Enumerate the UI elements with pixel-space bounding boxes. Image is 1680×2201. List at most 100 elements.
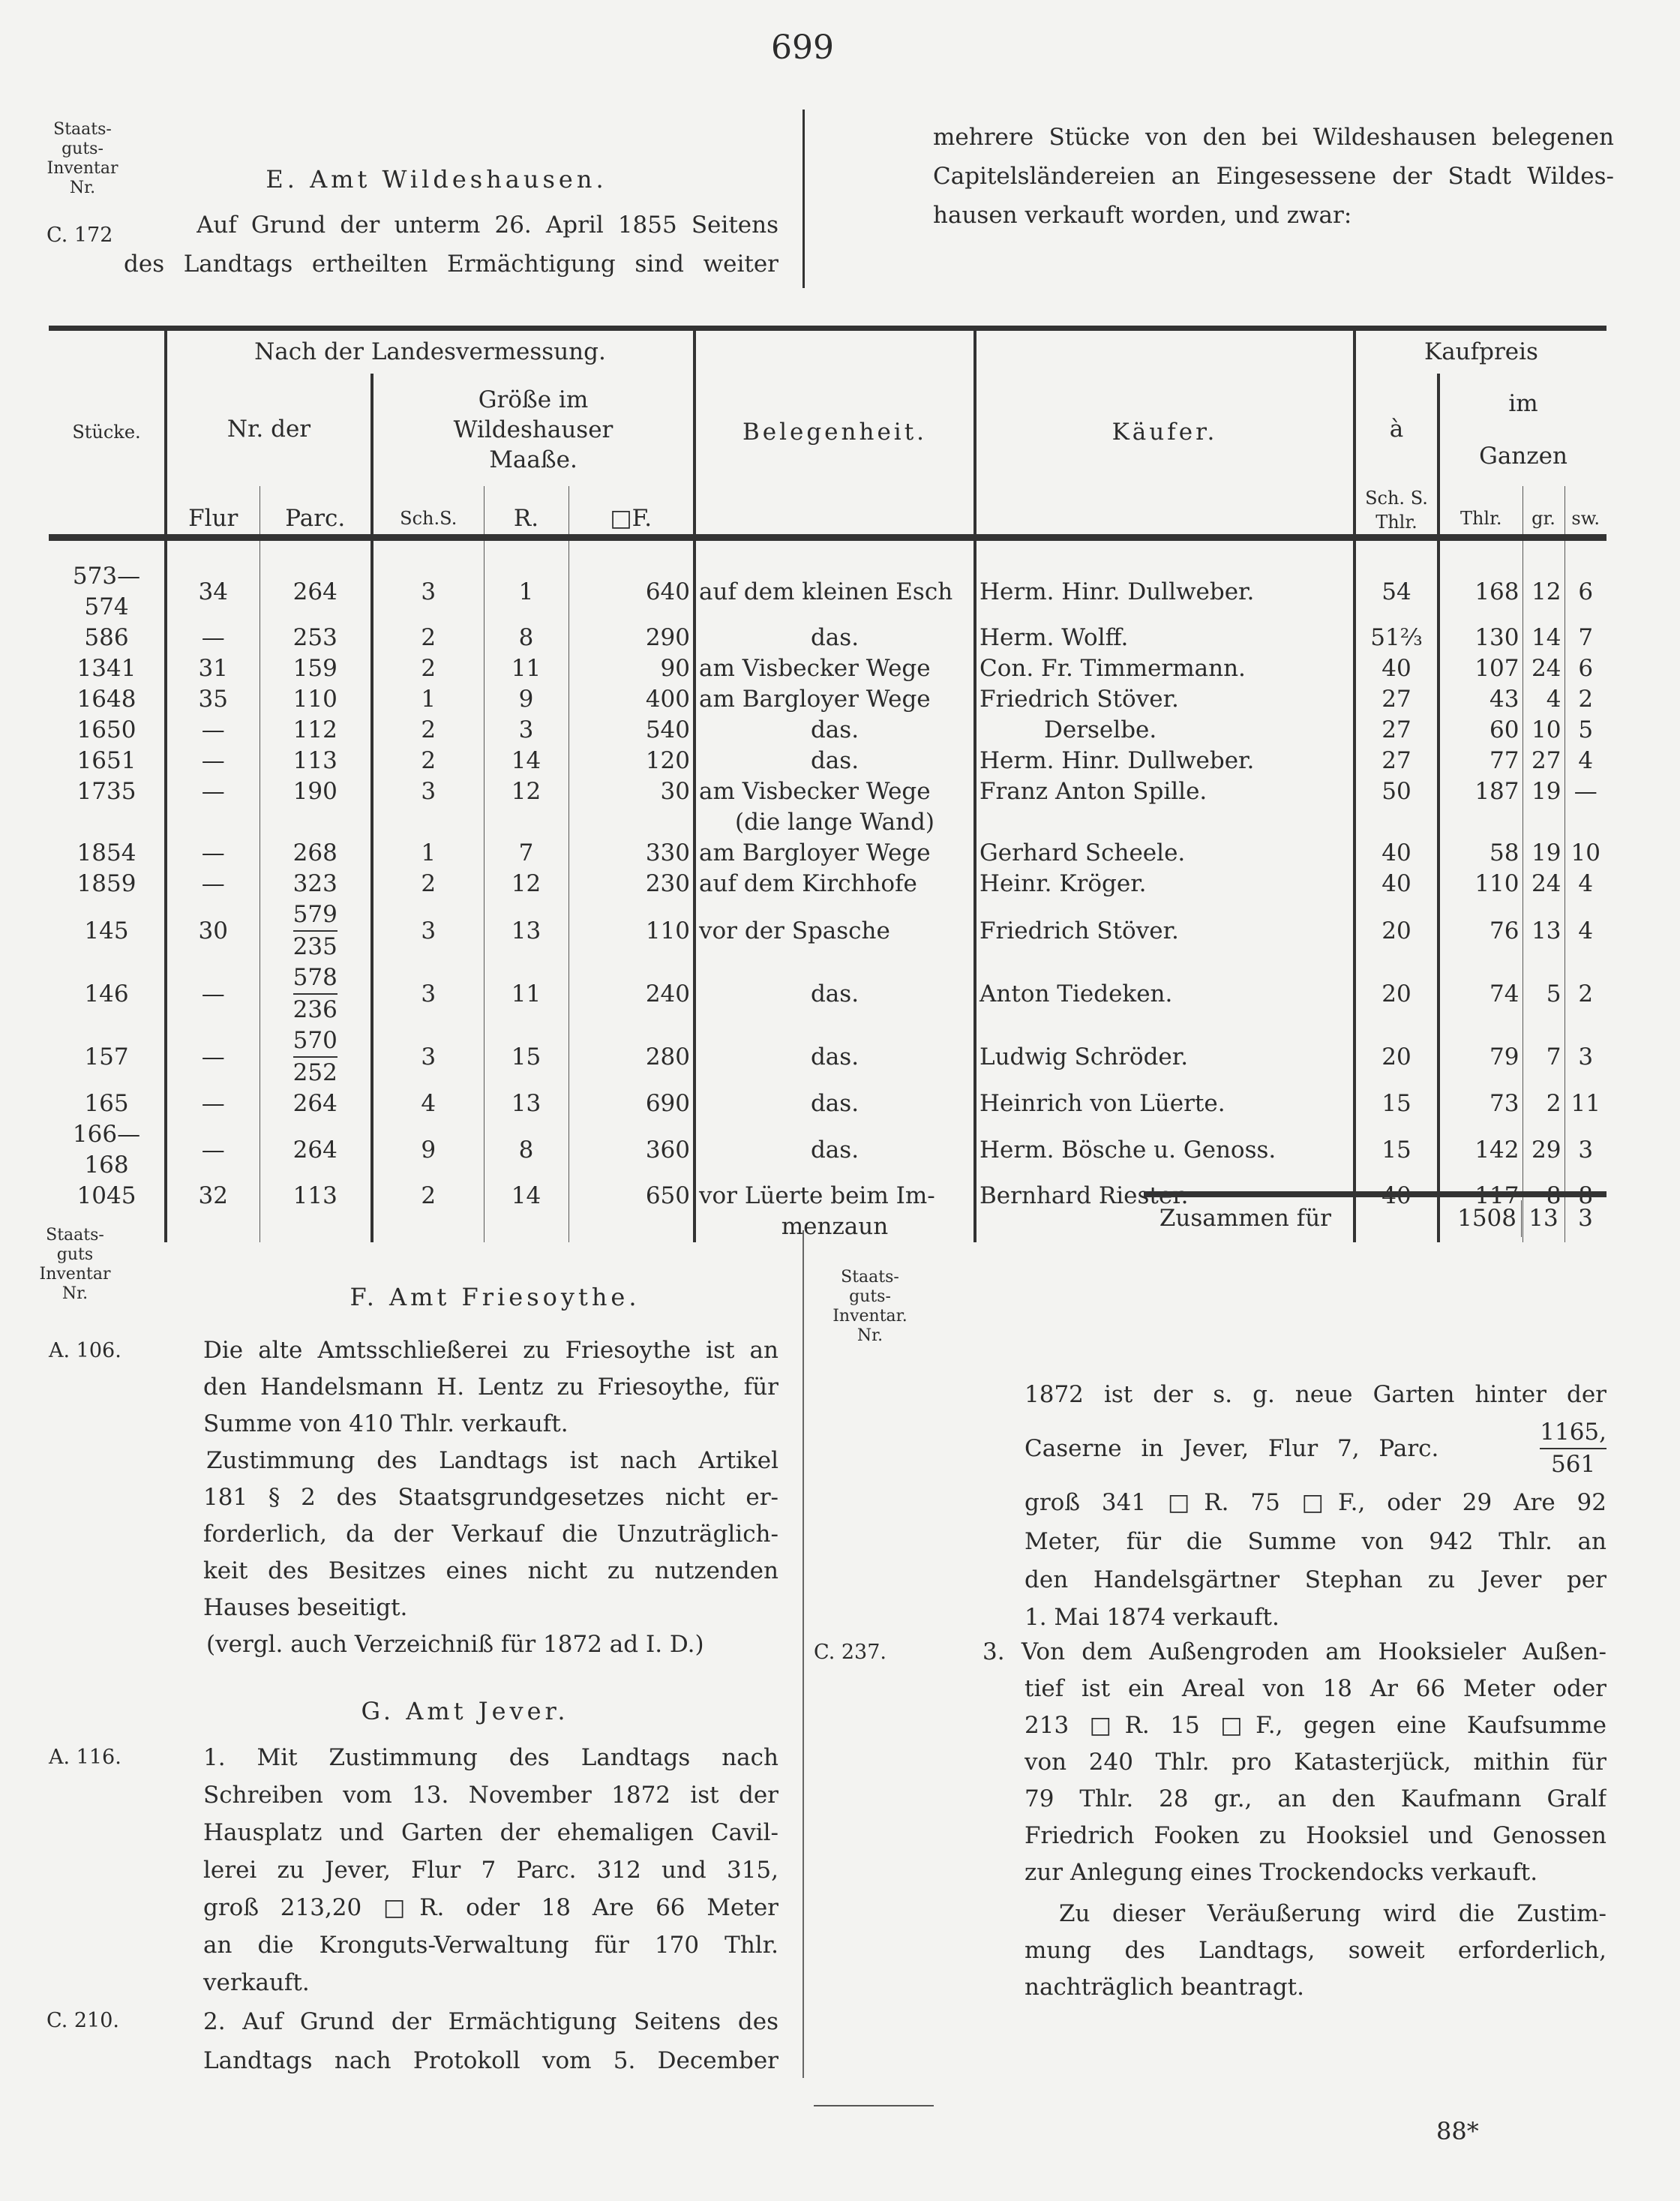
cell-a-thlr: 20 (1353, 899, 1438, 962)
cell-qf: 120 (568, 746, 694, 776)
cell-a-thlr: 15 (1353, 1119, 1438, 1181)
location-line: am Visbecker Wege (699, 778, 931, 805)
total-row: Zusammen für 1508 13 3 (1144, 1200, 1606, 1238)
text-line: Hauses beseitigt. (203, 1594, 408, 1621)
cell-belegenheit: vor der Spasche (693, 899, 975, 962)
text-line: den Handelsgärtner Stephan zu Jever per (1024, 1566, 1606, 1593)
header-landesvermessung: Nach der Landesvermessung. (164, 328, 694, 374)
text-line: des Landtags ertheilten Ermächtigung sin… (124, 251, 778, 278)
cell-a-thlr: 20 (1353, 962, 1438, 1025)
spacer-row (49, 537, 1606, 561)
cell-belegenheit: das. (693, 715, 975, 746)
cell-sch-s: 2 (370, 869, 484, 899)
cell-qf: 650 (568, 1181, 694, 1242)
cell-belegenheit: am Visbecker Wege (die lange Wand) (693, 776, 975, 838)
cell-sch-s: 3 (370, 561, 484, 623)
cell-qf: 540 (568, 715, 694, 746)
cell-kaeufer: Gerhard Scheele. (974, 838, 1354, 869)
cell-a-thlr: 27 (1353, 684, 1438, 715)
fraction-top: 1165, (1540, 1417, 1606, 1449)
cell-a-thlr: 51⅔ (1353, 623, 1438, 653)
cell-thlr: 74 (1437, 962, 1522, 1025)
cell-parc: 110 (259, 684, 372, 715)
cell-kaeufer: Heinrich von Lüerte. (974, 1088, 1354, 1119)
intro-left-2: des Landtags ertheilten Ermächtigung sin… (124, 246, 778, 283)
table-row: 586 —253 2 8 290 das. Herm. Wolff. 51⅔ 130 14 7 (49, 623, 1606, 653)
cell-thlr: 187 (1437, 776, 1522, 838)
cell-kaeufer: Herm. Bösche u. Genoss. (974, 1119, 1354, 1181)
location-line: das. (810, 980, 860, 1007)
cell-kaeufer: Herm. Hinr. Dullweber. (974, 561, 1354, 623)
cell-belegenheit: das. (693, 1119, 975, 1181)
cell-sch-s: 2 (370, 623, 484, 653)
cell-qf: 360 (568, 1119, 694, 1181)
cell-qf: 30 (568, 776, 694, 838)
cell-a-thlr: 27 (1353, 746, 1438, 776)
cell-r: 11 (483, 653, 568, 684)
cell-belegenheit: das. (693, 962, 975, 1025)
cell-a-thlr: 40 (1353, 1181, 1438, 1242)
location-line: vor der Spasche (699, 917, 890, 944)
intro-left: Auf Grund der unterm 26. April 1855 Seit… (196, 207, 778, 244)
cell-sw: 10 (1564, 838, 1606, 869)
cell-r: 12 (483, 776, 568, 838)
cell-sch-s: 1 (370, 838, 484, 869)
fraction-bottom: 235 (292, 933, 338, 960)
text-line: 79 Thlr. 28 gr., an den Kaufmann Gralf (1024, 1785, 1606, 1812)
cell-r: 8 (483, 623, 568, 653)
cell-gr: 19 (1522, 838, 1564, 869)
cell-parc: 264 (259, 1119, 372, 1181)
cell-parc: 578 236 (259, 962, 372, 1025)
margin-line: guts- (62, 140, 104, 158)
cell-thlr: 107 (1437, 653, 1522, 684)
margin-line: Staats- (46, 1226, 104, 1245)
text-line: lerei zu Jever, Flur 7 Parc. 312 und 315… (203, 1857, 778, 1884)
cell-flur: 31 (164, 653, 260, 684)
cell-stuecke: 1859 (76, 870, 136, 897)
cell-parc: 579 235 (259, 899, 372, 962)
location-line: am Bargloyer Wege (699, 839, 931, 866)
cell-qf: 640 (568, 561, 694, 623)
text-line: groß 213,20 □R. oder 18 Are 66 Meter (203, 1894, 778, 1921)
cell-kaeufer: Ludwig Schröder. (974, 1025, 1354, 1088)
cell-gr: 12 (1522, 561, 1564, 623)
cell-qf: 330 (568, 838, 694, 869)
parcel-fraction: 570 252 (292, 1025, 338, 1088)
cell-parc: 253 (259, 623, 372, 653)
text-line: Schreiben vom 13. November 1872 ist der (203, 1782, 778, 1809)
text-line: Zu dieser Veräußerung wird die Zustim- (1059, 1900, 1606, 1927)
text-line: groß 341 □R. 75 □F., oder 29 Are 92 (1024, 1489, 1606, 1516)
cell-parc: 159 (259, 653, 372, 684)
text-line: tief ist ein Areal von 18 Ar 66 Meter od… (1024, 1675, 1606, 1702)
cell-r: 14 (483, 1181, 568, 1242)
text-line: 213 □R. 15 □F., gegen eine Kaufsumme (1024, 1712, 1606, 1739)
header-sch-s: Sch.S. (370, 485, 484, 541)
cell-belegenheit: vor Lüerte beim Im-menzaun (693, 1181, 975, 1242)
cell-stuecke: 573—574 (72, 563, 141, 620)
location-line: am Visbecker Wege (699, 655, 931, 682)
text-line: Friedrich Fooken zu Hooksiel und Genosse… (1024, 1822, 1606, 1849)
margin-line: Inventar (46, 159, 118, 178)
cell-belegenheit: am Bargloyer Wege (693, 684, 975, 715)
text-line: 1. Mai 1874 verkauft. (1024, 1604, 1280, 1631)
cell-kaeufer: Friedrich Stöver. (974, 899, 1354, 962)
cell-flur: — (164, 838, 260, 869)
fraction-bottom: 252 (292, 1059, 338, 1086)
cell-flur: — (164, 746, 260, 776)
cell-sw: 4 (1564, 746, 1606, 776)
header-flur: Flur (164, 485, 260, 541)
cell-flur: — (164, 715, 260, 746)
cell-stuecke: 1650 (76, 716, 136, 743)
column-divider (802, 1230, 804, 2078)
text-line: den Handelsmann H. Lentz zu Friesoythe, … (203, 1374, 778, 1401)
cell-a-thlr: 54 (1353, 561, 1438, 623)
cell-sch-s: 2 (370, 715, 484, 746)
text-line: mung des Landtags, soweit erforderlich, (1024, 1937, 1606, 1964)
header-r: R. (483, 485, 568, 541)
cell-kaeufer: Herm. Wolff. (974, 623, 1354, 653)
margin-line: Nr. (69, 179, 96, 197)
text-line: 181 § 2 des Staatsgrundgesetzes nicht er… (203, 1484, 778, 1511)
cell-qf: 230 (568, 869, 694, 899)
cell-thlr: 168 (1437, 561, 1522, 623)
spacer-cell (164, 537, 260, 561)
